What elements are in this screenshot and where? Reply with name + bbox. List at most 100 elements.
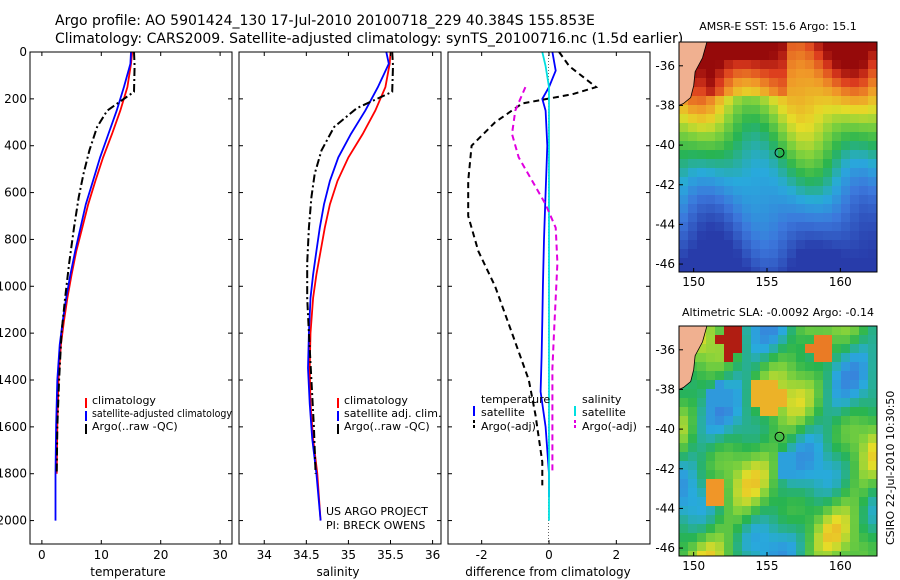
difference-legend-temperature: temperature satellite Argo(-adj) <box>473 393 550 433</box>
map-cell <box>760 371 770 381</box>
map-cell <box>751 114 761 124</box>
map-cell <box>706 452 716 462</box>
map-cell <box>706 150 716 160</box>
map-cell <box>796 479 806 489</box>
map-cell <box>697 497 707 507</box>
map-cell <box>742 380 752 390</box>
map-cell <box>679 267 689 272</box>
map-cell <box>868 150 877 160</box>
map-cell <box>823 231 833 241</box>
map-cell <box>769 51 779 61</box>
map-cell <box>679 434 689 444</box>
map-cell <box>823 159 833 169</box>
map-cell <box>751 335 761 345</box>
map-cell <box>859 213 869 223</box>
map-cell <box>760 542 770 552</box>
title-line-2: Climatology: CARS2009. Satellite-adjuste… <box>55 31 683 47</box>
map-cell <box>733 141 743 151</box>
map-cell <box>724 123 734 133</box>
map-cell <box>841 177 851 187</box>
map-cell <box>697 506 707 516</box>
map-cell <box>841 479 851 489</box>
map-cell <box>679 105 689 115</box>
legend-label: climatology <box>92 394 156 407</box>
y-tick-label: 1600 <box>0 420 27 434</box>
map-cell <box>832 551 842 556</box>
map-cell <box>697 114 707 124</box>
map-cell <box>832 443 842 453</box>
map-cell <box>814 186 824 196</box>
map-cell <box>778 407 788 417</box>
map-cell <box>760 416 770 426</box>
map-cell <box>850 524 860 534</box>
map-cell <box>769 42 779 52</box>
map-cell <box>805 344 815 354</box>
map-y-tick-label: -38 <box>655 98 675 112</box>
map-cell <box>778 249 788 259</box>
map-cell <box>724 371 734 381</box>
map-cell <box>688 105 698 115</box>
map-cell <box>850 213 860 223</box>
map-cell <box>751 78 761 88</box>
map-cell <box>832 159 842 169</box>
map-cell <box>778 168 788 178</box>
map-cell <box>850 551 860 556</box>
map-cell <box>760 204 770 214</box>
map-cell <box>859 434 869 444</box>
map-cell <box>823 533 833 543</box>
map-x-tick-label: 155 <box>756 559 779 573</box>
map-cell <box>769 479 779 489</box>
map-cell <box>868 443 877 453</box>
map-cell <box>850 362 860 372</box>
map-cell <box>688 204 698 214</box>
map-cell <box>814 168 824 178</box>
map-cell <box>859 515 869 525</box>
map-cell <box>724 470 734 480</box>
map-cell <box>868 222 877 232</box>
map-cell <box>859 159 869 169</box>
map-cell <box>814 267 824 272</box>
map-cell <box>823 249 833 259</box>
map-cell <box>841 506 851 516</box>
map-cell <box>814 213 824 223</box>
map-cell <box>742 114 752 124</box>
map-cell <box>679 123 689 133</box>
map-cell <box>787 452 797 462</box>
map-cell <box>814 231 824 241</box>
map-cell <box>715 150 725 160</box>
map-cell <box>697 141 707 151</box>
map-cell <box>859 177 869 187</box>
map-cell <box>724 425 734 435</box>
map-cell <box>814 240 824 250</box>
legend-label: satellite <box>582 406 626 419</box>
map-cell <box>832 150 842 160</box>
map-cell <box>823 132 833 142</box>
map-cell <box>769 353 779 363</box>
map-cell <box>823 258 833 268</box>
map-cell <box>751 51 761 61</box>
map-cell <box>769 452 779 462</box>
map-cell <box>805 416 815 426</box>
map-cell <box>832 488 842 498</box>
map-cell <box>742 150 752 160</box>
y-tick-label: 1000 <box>0 279 27 293</box>
title-line-1: Argo profile: AO 5901424_130 17-Jul-2010… <box>55 13 595 29</box>
map-cell <box>742 51 752 61</box>
map-cell <box>760 249 770 259</box>
map-cell <box>706 141 716 151</box>
map-cell <box>715 78 725 88</box>
map-cell <box>823 87 833 97</box>
map-cell <box>715 249 725 259</box>
map-cell <box>706 425 716 435</box>
map-cell <box>724 249 734 259</box>
map-cell <box>724 267 734 272</box>
map-cell <box>733 60 743 70</box>
map-cell <box>724 195 734 205</box>
map-cell <box>733 533 743 543</box>
map-cell <box>832 416 842 426</box>
map-cell <box>805 362 815 372</box>
map-cell <box>751 267 761 272</box>
map-cell <box>697 533 707 543</box>
map-cell <box>868 132 877 142</box>
map-cell <box>679 186 689 196</box>
